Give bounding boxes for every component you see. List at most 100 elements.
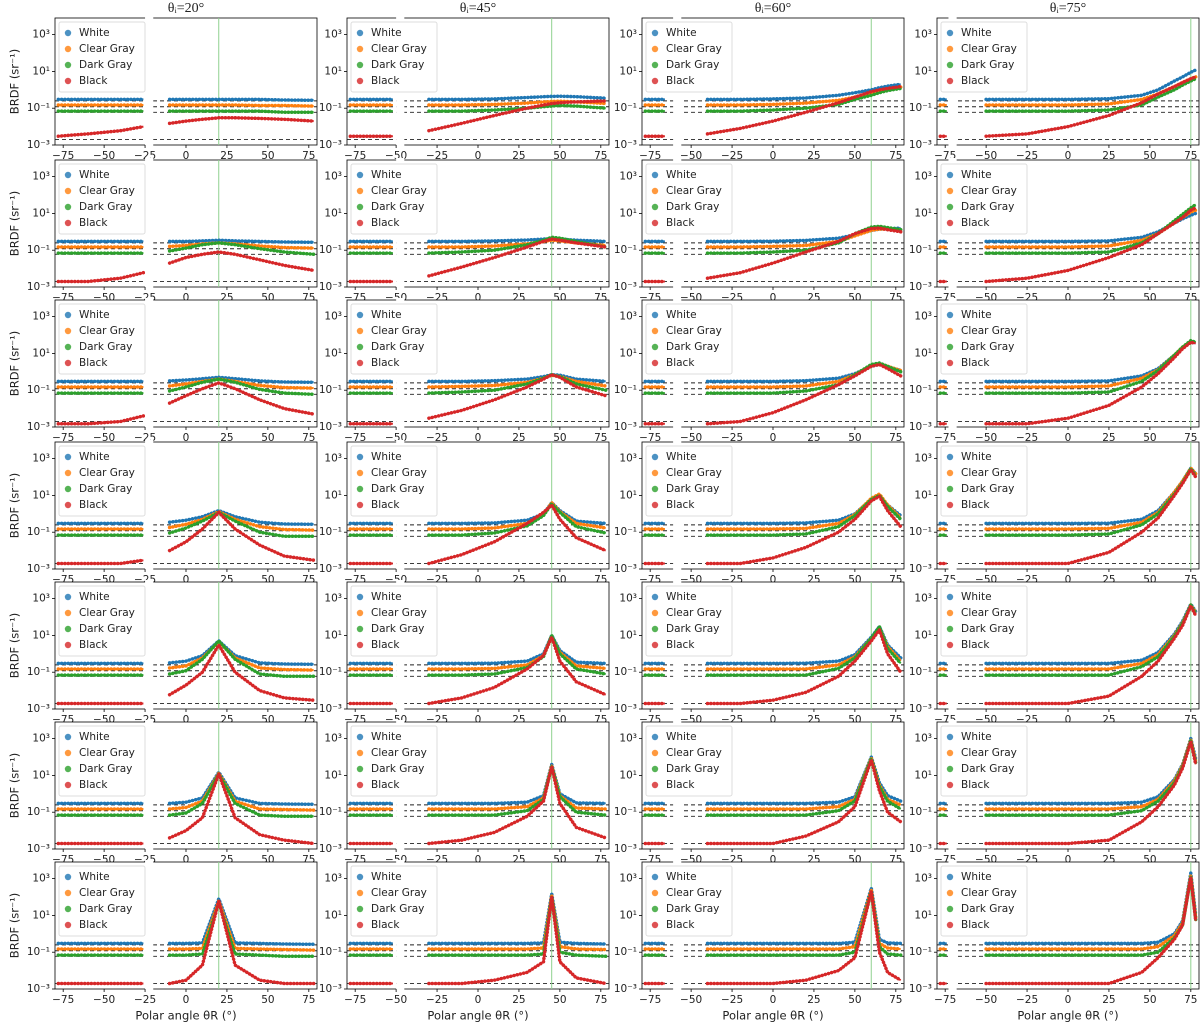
legend-marker (946, 625, 954, 633)
x-tick-label: −75 (52, 994, 74, 1006)
series-line (940, 75, 1197, 138)
x-tick-label: 0 (770, 994, 777, 1006)
y-tick-label: 10⁻¹ (319, 244, 342, 256)
legend-marker (64, 311, 72, 319)
panel: −75−50−25025507510⁻³10⁻¹10¹10³WhiteClear… (8, 580, 318, 726)
x-tick-label: 50 (1143, 432, 1156, 444)
x-tick-label: −50 (680, 150, 702, 162)
legend-marker (946, 641, 954, 649)
legend-marker (356, 77, 364, 85)
legend-label: Black (371, 75, 400, 87)
y-tick-label: 10⁻¹ (319, 384, 342, 396)
legend-label: Clear Gray (79, 467, 135, 479)
legend-marker (651, 343, 659, 351)
legend-label: Black (666, 217, 695, 229)
y-tick-label: 10⁻³ (319, 843, 342, 855)
legend-marker (64, 905, 72, 913)
x-tick-label: −75 (344, 150, 366, 162)
x-tick-label: 0 (183, 854, 190, 866)
y-tick-label: 10³ (619, 453, 637, 465)
legend-label: Clear Gray (79, 607, 135, 619)
legend-marker (946, 343, 954, 351)
y-tick-label: 10³ (324, 29, 342, 41)
series-line (58, 773, 314, 845)
y-tick-label: 10¹ (324, 769, 342, 781)
x-axis-label: Polar angle θR (°) (427, 1009, 528, 1023)
legend-label: White (79, 871, 110, 883)
x-tick-label: −50 (93, 432, 115, 444)
legend-label: White (371, 591, 402, 603)
legend-label: Clear Gray (371, 325, 427, 337)
y-tick-label: 10⁻¹ (319, 666, 342, 678)
x-tick-label: 50 (553, 150, 566, 162)
legend-marker (946, 187, 954, 195)
series-line (645, 890, 901, 957)
legend-marker (356, 873, 364, 881)
x-tick-label: 25 (1102, 432, 1115, 444)
legend-marker (651, 359, 659, 367)
x-tick-label: 75 (594, 994, 607, 1006)
series-line (645, 628, 902, 705)
legend-box (350, 303, 438, 375)
series-line (58, 644, 314, 705)
x-tick-label: 75 (889, 150, 902, 162)
x-tick-label: 0 (1065, 854, 1072, 866)
legend-marker (356, 469, 364, 477)
y-tick-label: 10⁻³ (909, 703, 932, 715)
series-line (58, 378, 314, 396)
legend-marker (356, 61, 364, 69)
legend-marker (651, 593, 659, 601)
y-tick-label: 10¹ (324, 207, 342, 219)
legend-label: Clear Gray (961, 467, 1017, 479)
series-line (940, 604, 1197, 705)
legend-label: Clear Gray (961, 185, 1017, 197)
x-tick-label: 75 (302, 150, 315, 162)
y-tick-label: 10⁻³ (909, 281, 932, 293)
series-line (58, 116, 314, 138)
x-tick-label: 75 (594, 432, 607, 444)
series-line (58, 773, 314, 818)
legend-label: Dark Gray (961, 483, 1014, 495)
x-tick-label: 25 (512, 994, 525, 1006)
legend-label: Black (961, 919, 990, 931)
legend-label: Clear Gray (79, 185, 135, 197)
legend-label: Black (371, 779, 400, 791)
axis-gap (145, 860, 154, 991)
series-line (645, 85, 901, 138)
series-line (645, 363, 902, 425)
x-tick-label: 0 (475, 854, 482, 866)
legend-box (350, 163, 438, 235)
x-tick-label: 0 (1065, 574, 1072, 586)
legend-marker (946, 203, 954, 211)
legend-marker (64, 593, 72, 601)
x-tick-label: 0 (183, 574, 190, 586)
x-tick-label: −75 (639, 994, 661, 1006)
y-tick-label: 10¹ (914, 489, 932, 501)
x-tick-label: 0 (770, 292, 777, 304)
legend-box (645, 21, 733, 93)
legend-marker (64, 921, 72, 929)
y-tick-label: 10³ (619, 733, 637, 745)
legend-marker (651, 625, 659, 633)
y-tick-label: 10⁻³ (909, 139, 932, 151)
legend-box (940, 585, 1028, 657)
legend-label: Dark Gray (371, 903, 424, 915)
legend-label: Dark Gray (371, 623, 424, 635)
column-title: θᵢ=20° (168, 1, 205, 16)
x-tick-label: 0 (475, 150, 482, 162)
y-tick-label: 10⁻¹ (319, 526, 342, 538)
legend-label: White (371, 27, 402, 39)
legend-marker (356, 501, 364, 509)
x-tick-label: 25 (512, 150, 525, 162)
legend-marker (356, 485, 364, 493)
legend-label: White (961, 591, 992, 603)
y-tick-label: 10¹ (619, 769, 637, 781)
y-tick-label: 10³ (619, 29, 637, 41)
y-tick-label: 10¹ (914, 207, 932, 219)
